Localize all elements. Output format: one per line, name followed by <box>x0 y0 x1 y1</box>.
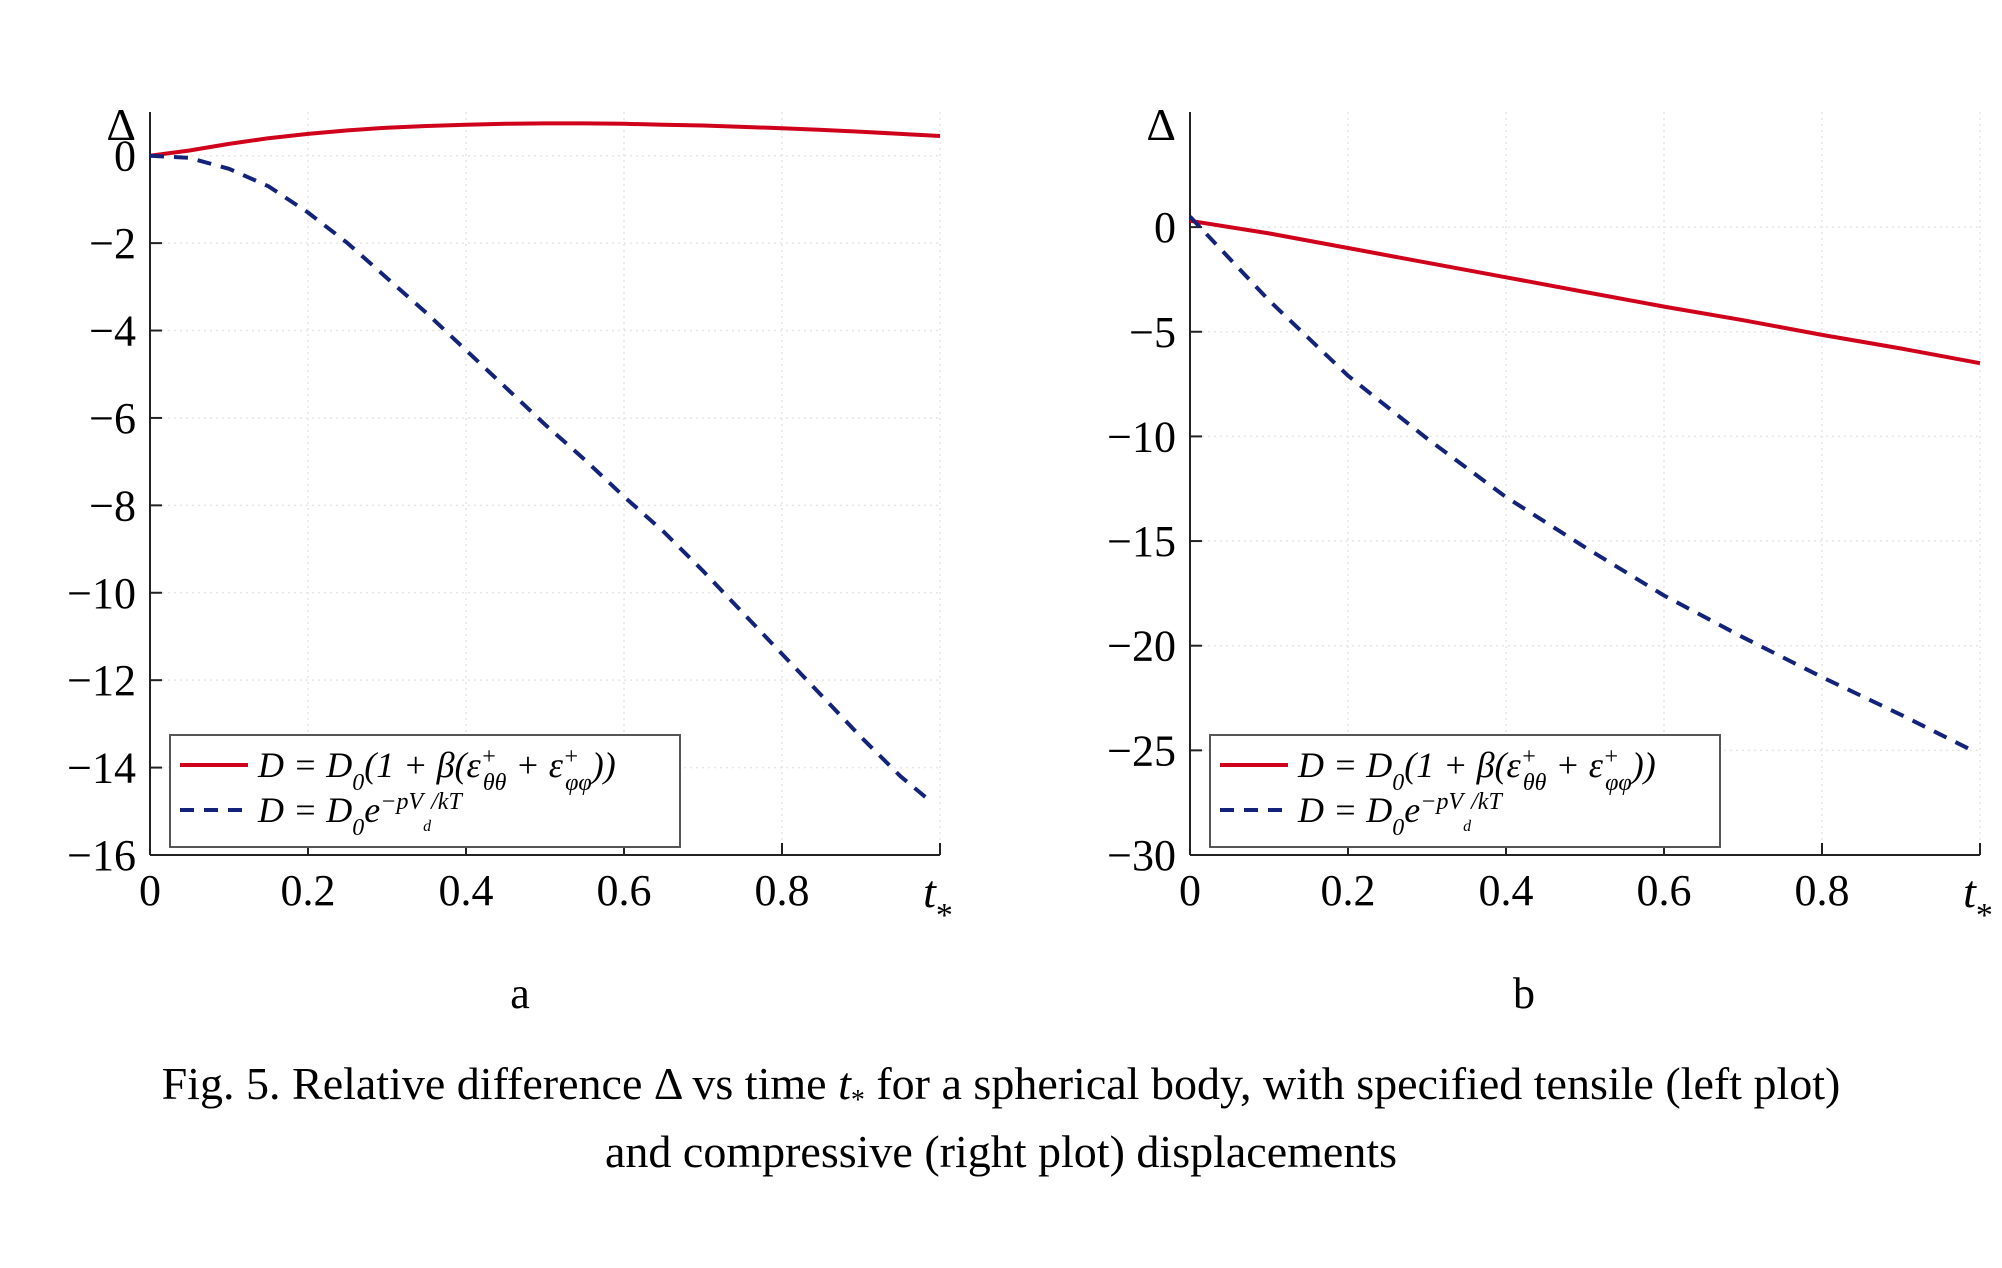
legend-label-exponential: D = D0e−pVd/kT <box>257 789 463 841</box>
y-tick-label: −6 <box>89 394 136 443</box>
x-axis-label: t* <box>1963 866 1993 934</box>
legend-box <box>1209 734 1721 848</box>
caption-text-pre: Fig. 5. Relative difference Δ vs time <box>161 1058 839 1109</box>
caption-variable: t <box>838 1058 851 1109</box>
series-line-linear <box>149 121 941 158</box>
chart-panel-b: 0 0.2 0.4 0.6 0.8 0 −5 −10 −15 −20 −25 −30 Δt* D = D0… <box>1107 99 1993 934</box>
y-tick-label: −12 <box>67 656 136 705</box>
chart-panel-a: 0 0.2 0.4 0.6 0.8 0 −2 −4 −6 −8 −10 −12 −14 −16 Δt* D =… <box>67 99 953 934</box>
y-tick-label: −15 <box>1107 517 1176 566</box>
x-tick-label: 0.4 <box>439 866 494 915</box>
x-tick-label: 0 <box>139 866 161 915</box>
y-tick-label: −5 <box>1129 308 1176 357</box>
figure-caption-line2: and compressive (right plot) displacemen… <box>604 1126 1398 1177</box>
series-line-exponential <box>1188 215 1973 753</box>
y-tick-label: −16 <box>67 831 136 880</box>
x-tick-label: 0.6 <box>597 866 652 915</box>
y-tick-label: −8 <box>89 481 136 530</box>
legend-label-exponential: D = D0e−pVd/kT <box>1297 789 1503 841</box>
legend-label-linear: D = D0(1 + β(ε+ θθ + ε+ φφ)) <box>1297 744 1656 796</box>
y-tick-label: −4 <box>89 307 136 356</box>
caption-text-post: for a spherical body, with specified ten… <box>864 1058 1841 1109</box>
x-tick-label: 0.4 <box>1479 866 1534 915</box>
legend: D = D0(1 + β(ε+ θθ + ε+ φφ))D = D0e−pVd/kT <box>169 734 681 848</box>
x-axis-label: t* <box>923 866 953 934</box>
figure-caption-line1: Fig. 5. Relative difference Δ vs time t*… <box>0 1050 2002 1135</box>
y-tick-label: −30 <box>1107 831 1176 880</box>
series-line-linear <box>1189 218 1981 366</box>
legend-label-linear: D = D0(1 + β(ε+ θθ + ε+ φφ)) <box>257 744 616 796</box>
caption-variable-subscript: * <box>850 1085 865 1117</box>
y-tick-label: −10 <box>67 569 136 618</box>
series-line-exponential <box>149 153 934 805</box>
y-tick-label: −20 <box>1107 622 1176 671</box>
x-tick-label: 0.8 <box>1795 866 1850 915</box>
legend: D = D0(1 + β(ε+ θθ + ε+ φφ))D = D0e−pVd/kT <box>1209 734 1721 848</box>
legend-box <box>169 734 681 848</box>
panel-label-b: b <box>1513 969 1535 1018</box>
x-tick-label: 0 <box>1179 866 1201 915</box>
y-tick-label: −2 <box>89 219 136 268</box>
y-tick-label: 0 <box>1154 203 1176 252</box>
y-tick-label: −25 <box>1107 726 1176 775</box>
y-axis-label: Δ <box>106 99 136 150</box>
y-tick-label: −14 <box>67 744 136 793</box>
y-tick-label: −10 <box>1107 412 1176 461</box>
x-tick-label: 0.6 <box>1637 866 1692 915</box>
panel-label-a: a <box>510 969 530 1018</box>
x-tick-label: 0.2 <box>1321 866 1376 915</box>
y-axis-label: Δ <box>1146 99 1176 150</box>
x-tick-label: 0.2 <box>281 866 336 915</box>
x-tick-label: 0.8 <box>755 866 810 915</box>
y-tick-label: 0 <box>114 132 136 181</box>
